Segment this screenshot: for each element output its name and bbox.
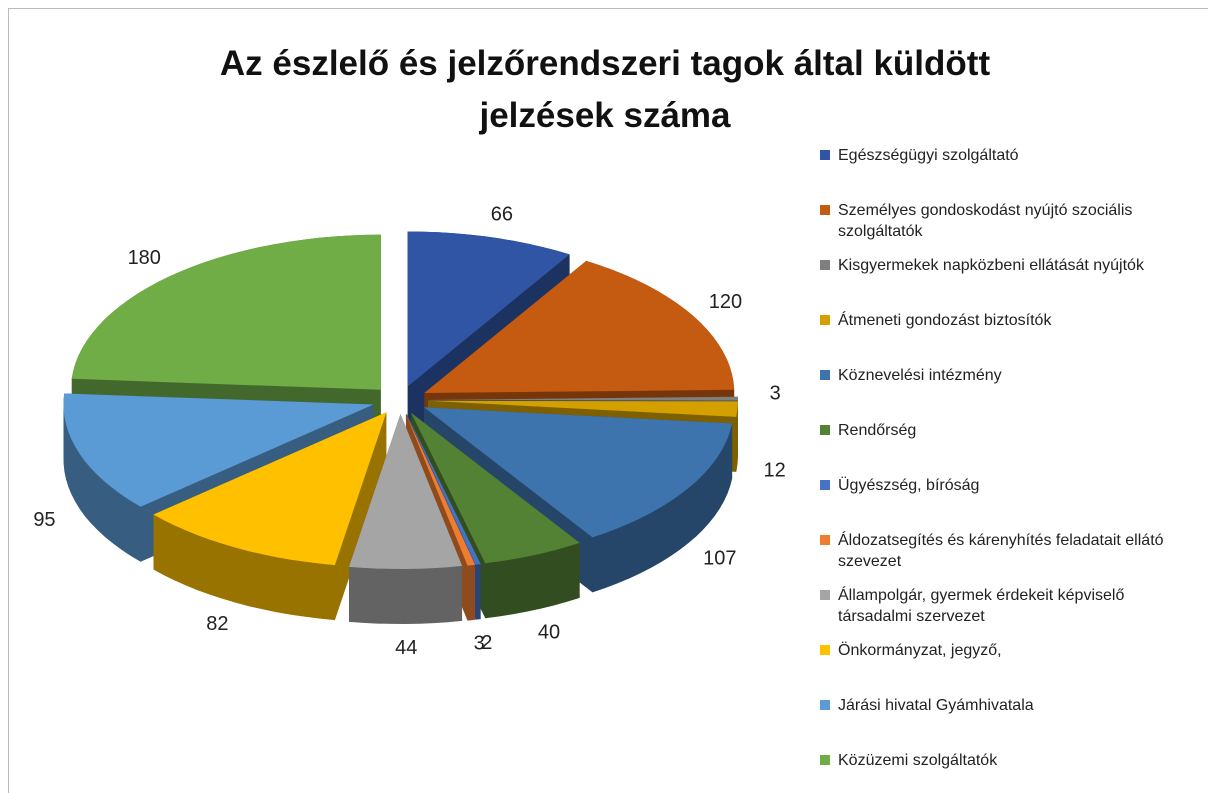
legend-swatch xyxy=(820,535,830,545)
legend-label: Átmeneti gondozást biztosítók xyxy=(838,312,1052,329)
legend-label: Köznevelési intézmény xyxy=(838,367,1002,384)
slice xyxy=(71,234,381,390)
legend-item: Rendőrség xyxy=(820,420,1195,441)
data-label: 40 xyxy=(538,621,560,643)
legend-swatch xyxy=(820,425,830,435)
legend-swatch xyxy=(820,700,830,710)
legend-item: Köznevelési intézmény xyxy=(820,365,1195,386)
legend-swatch xyxy=(820,260,830,270)
legend-label: Egészségügyi szolgáltató xyxy=(838,147,1019,164)
slice xyxy=(63,393,374,507)
slice xyxy=(407,231,570,387)
slice xyxy=(406,413,481,565)
data-label: 66 xyxy=(491,204,513,226)
legend-item: Közüzemi szolgáltatók xyxy=(820,750,1195,771)
legend-item: Áldozatsegítés és kárenyhítés feladatait… xyxy=(820,530,1195,572)
slice xyxy=(411,412,580,564)
data-label: 3 xyxy=(474,633,485,655)
legend-label: Ügyészség, bíróság xyxy=(838,477,980,494)
legend-label: Önkormányzat, jegyző, xyxy=(838,642,1002,659)
slice xyxy=(428,396,738,401)
data-label: 82 xyxy=(206,613,228,635)
legend-label: Közüzemi szolgáltatók xyxy=(838,752,998,769)
data-label: 2 xyxy=(481,632,492,654)
data-label: 180 xyxy=(128,247,161,269)
legend-item: Átmeneti gondozást biztosítók xyxy=(820,310,1195,331)
legend-swatch xyxy=(820,755,830,765)
legend-item: Ügyészség, bíróság xyxy=(820,475,1195,496)
legend-label: Rendőrség xyxy=(838,422,917,439)
slice xyxy=(423,407,733,538)
data-label: 44 xyxy=(395,637,417,659)
legend-label: Áldozatsegítés és kárenyhítés feladatait… xyxy=(838,532,1164,570)
slice xyxy=(153,412,387,566)
chart-title: Az észlelő és jelzőrendszeri tagok által… xyxy=(219,44,991,135)
data-label: 3 xyxy=(770,383,781,405)
legend-swatch xyxy=(820,315,830,325)
data-label: 95 xyxy=(33,509,55,531)
legend-label: Személyes gondoskodást nyújtó szociális … xyxy=(838,202,1133,240)
data-label: 12 xyxy=(764,459,786,481)
data-label: 120 xyxy=(709,291,742,313)
slice xyxy=(405,413,476,566)
legend-item: Járási hivatal Gyámhivatala xyxy=(820,695,1195,716)
slice xyxy=(349,414,463,569)
legend-swatch xyxy=(820,370,830,380)
legend-item: Állampolgár, gyermek érdekeit képviselő … xyxy=(820,585,1195,627)
legend-item: Egészségügyi szolgáltató xyxy=(820,145,1195,166)
legend-label: Állampolgár, gyermek érdekeit képviselő … xyxy=(838,587,1125,625)
chart-frame xyxy=(8,8,1208,793)
legend-swatch xyxy=(820,480,830,490)
legend-swatch xyxy=(820,205,830,215)
legend-item: Önkormányzat, jegyző, xyxy=(820,640,1195,661)
legend-item: Személyes gondoskodást nyújtó szociális … xyxy=(820,200,1195,242)
legend-item: Kisgyermekek napközbeni ellátását nyújtó… xyxy=(820,255,1195,276)
slice xyxy=(424,260,735,393)
data-label: 107 xyxy=(703,547,736,569)
slice xyxy=(428,400,738,417)
legend-swatch xyxy=(820,590,830,600)
legend-label: Járási hivatal Gyámhivatala xyxy=(838,697,1034,714)
legend-label: Kisgyermekek napközbeni ellátását nyújtó… xyxy=(838,257,1144,274)
legend-swatch xyxy=(820,645,830,655)
legend-swatch xyxy=(820,150,830,160)
